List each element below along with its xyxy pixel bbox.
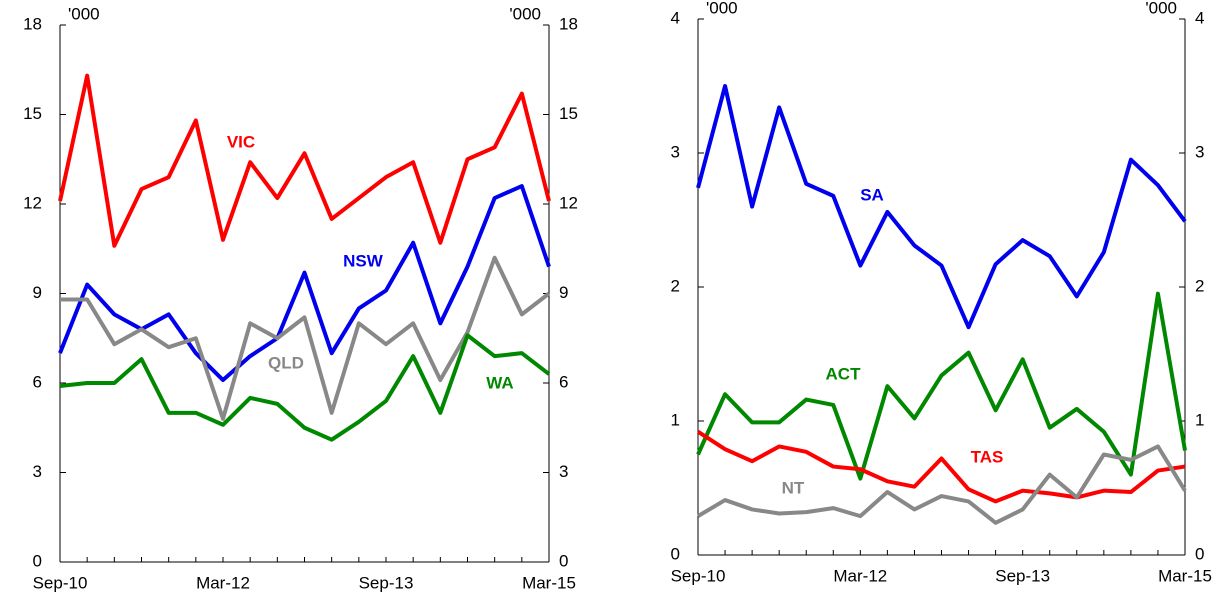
y-tick-label: 3: [33, 462, 42, 481]
y-tick-label: 9: [33, 283, 42, 302]
x-tick-label: Mar-15: [522, 573, 576, 592]
y2-tick-label: 3: [1195, 142, 1204, 161]
series-label: ACT: [826, 364, 862, 383]
y-tick-label: 6: [33, 372, 42, 391]
series-line: [58, 184, 551, 383]
series-label: QLD: [268, 353, 304, 372]
y2-tick-label: 2: [1195, 276, 1204, 295]
y2-tick-label: 9: [559, 283, 568, 302]
y2-tick-label: 0: [559, 551, 568, 570]
y-tick-label: 1: [671, 410, 680, 429]
series-label: VIC: [227, 132, 255, 151]
y2-tick-label: 12: [559, 193, 578, 212]
y-tick-label: 4: [671, 8, 680, 27]
y-tick-label: 15: [23, 104, 42, 123]
series-line: [58, 73, 551, 248]
series-line: [696, 444, 1187, 525]
series-label: NT: [782, 478, 805, 497]
y-tick-label: 12: [23, 193, 42, 212]
x-tick-label: Mar-12: [833, 566, 887, 585]
y2-tick-label: 4: [1195, 8, 1204, 27]
series-label: SA: [860, 185, 884, 204]
y-tick-label: 2: [671, 276, 680, 295]
series-label: TAS: [971, 447, 1004, 466]
unit-label: '000: [1145, 0, 1177, 17]
x-tick-label: Mar-15: [1158, 566, 1212, 585]
unit-label: '000: [509, 4, 541, 23]
y-tick-label: 3: [671, 142, 680, 161]
series-line: [696, 291, 1187, 481]
x-tick-label: Sep-13: [995, 566, 1050, 585]
y2-tick-label: 3: [559, 462, 568, 481]
series-label: WA: [486, 373, 513, 392]
y2-tick-label: 0: [1195, 544, 1204, 563]
y2-tick-label: 18: [559, 14, 578, 33]
series-line: [696, 84, 1187, 330]
y-tick-label: 0: [671, 544, 680, 563]
y-tick-label: 18: [23, 14, 42, 33]
series-line: [696, 430, 1186, 504]
y2-tick-label: 6: [559, 372, 568, 391]
series-line: [60, 255, 551, 421]
unit-label: '000: [68, 4, 100, 23]
y-tick-label: 0: [33, 551, 42, 570]
y2-tick-label: 15: [559, 104, 578, 123]
x-tick-label: Sep-10: [33, 573, 88, 592]
unit-label: '000: [706, 0, 738, 17]
x-tick-label: Sep-10: [671, 566, 726, 585]
y2-tick-label: 1: [1195, 410, 1204, 429]
x-tick-label: Sep-13: [359, 573, 414, 592]
series-label: NSW: [343, 251, 384, 270]
series-line: [59, 333, 551, 442]
x-tick-label: Mar-12: [196, 573, 250, 592]
